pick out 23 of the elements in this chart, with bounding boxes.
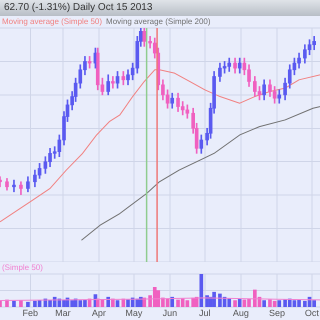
bar	[262, 300, 266, 308]
x-tick-label: May	[125, 308, 143, 318]
x-tick-label: Mar	[55, 308, 71, 318]
x-tick-label: Jun	[162, 308, 178, 318]
bar	[199, 274, 204, 308]
bar	[277, 300, 282, 308]
text: Moving average (Simple 200)	[106, 17, 211, 26]
x-tick-label: Oct	[304, 308, 320, 318]
bar	[12, 300, 16, 308]
x-tick-label: Feb	[22, 308, 38, 318]
x-tick-label: Jul	[199, 308, 211, 318]
bar	[233, 300, 237, 308]
chart-title: 62.70 (-1.31%) Daily Oct 15 2013	[0, 0, 320, 16]
bar	[152, 286, 157, 308]
x-tick-label: Aug	[232, 308, 249, 318]
bar	[227, 298, 232, 308]
x-tick-label: Apr	[92, 308, 106, 318]
bar	[26, 302, 30, 308]
bar	[116, 300, 120, 308]
text: (Simple 50)	[2, 263, 43, 272]
bar	[238, 298, 242, 308]
text: Moving average (Simple 50)	[2, 17, 102, 26]
x-tick-label: Sep	[268, 308, 285, 318]
